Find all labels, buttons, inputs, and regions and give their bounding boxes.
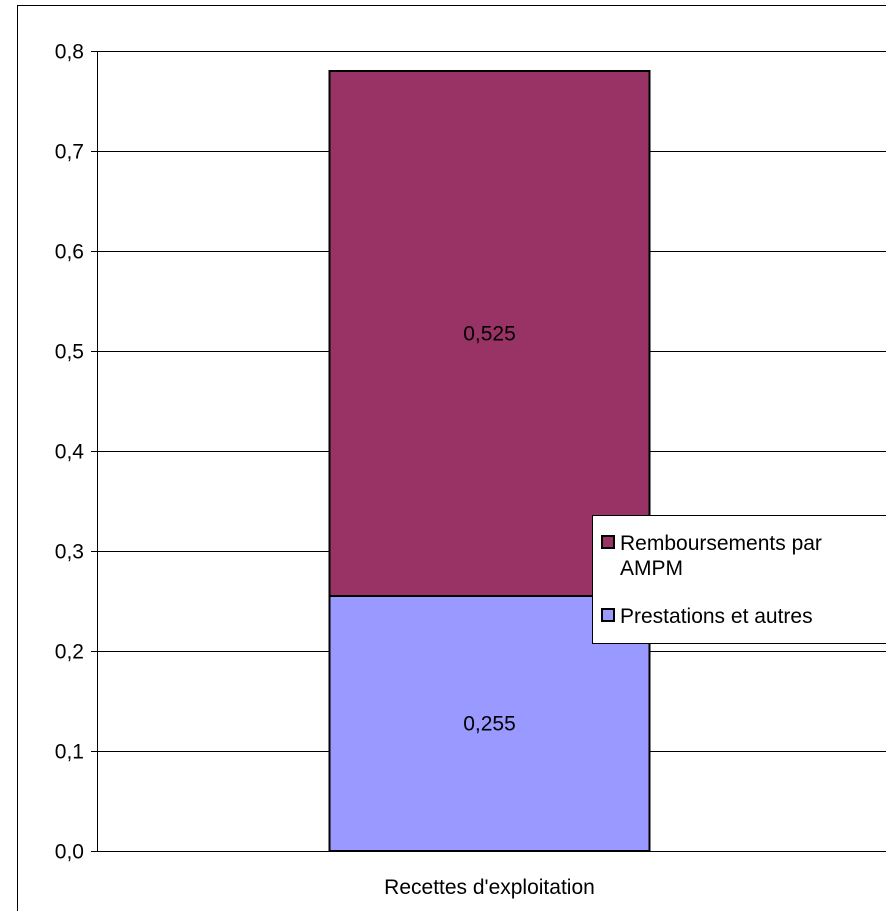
legend-label: Remboursements par [620, 532, 822, 555]
legend-label: Prestations et autres [620, 605, 813, 628]
y-tick-label: 0,8 [55, 41, 84, 64]
y-tick-label: 0,5 [55, 341, 84, 364]
legend-label: AMPM [620, 557, 683, 580]
y-tick-label: 0,0 [55, 841, 84, 864]
y-tick-label: 0,3 [55, 541, 84, 564]
x-tick-label: Recettes d'exploitation [384, 876, 595, 899]
bars: 0,255 0,525 [328, 70, 651, 852]
data-label: 0,255 [463, 713, 516, 736]
y-tick-label: 0,4 [55, 441, 85, 464]
y-tick-label: 0,6 [55, 241, 84, 264]
y-tick-label: 0,1 [55, 741, 84, 764]
y-axis: 0,0 0,1 0,2 0,3 0,4 0,5 0,6 0,7 0,8 [55, 41, 98, 864]
x-axis: Recettes d'exploitation [91, 851, 886, 899]
legend-swatch [601, 535, 615, 549]
legend-swatch [601, 608, 615, 622]
bar-segment [328, 70, 651, 597]
y-tick-label: 0,2 [55, 641, 84, 664]
legend-box [592, 515, 886, 644]
data-label: 0,525 [463, 323, 516, 346]
y-tick-label: 0,7 [55, 141, 84, 164]
